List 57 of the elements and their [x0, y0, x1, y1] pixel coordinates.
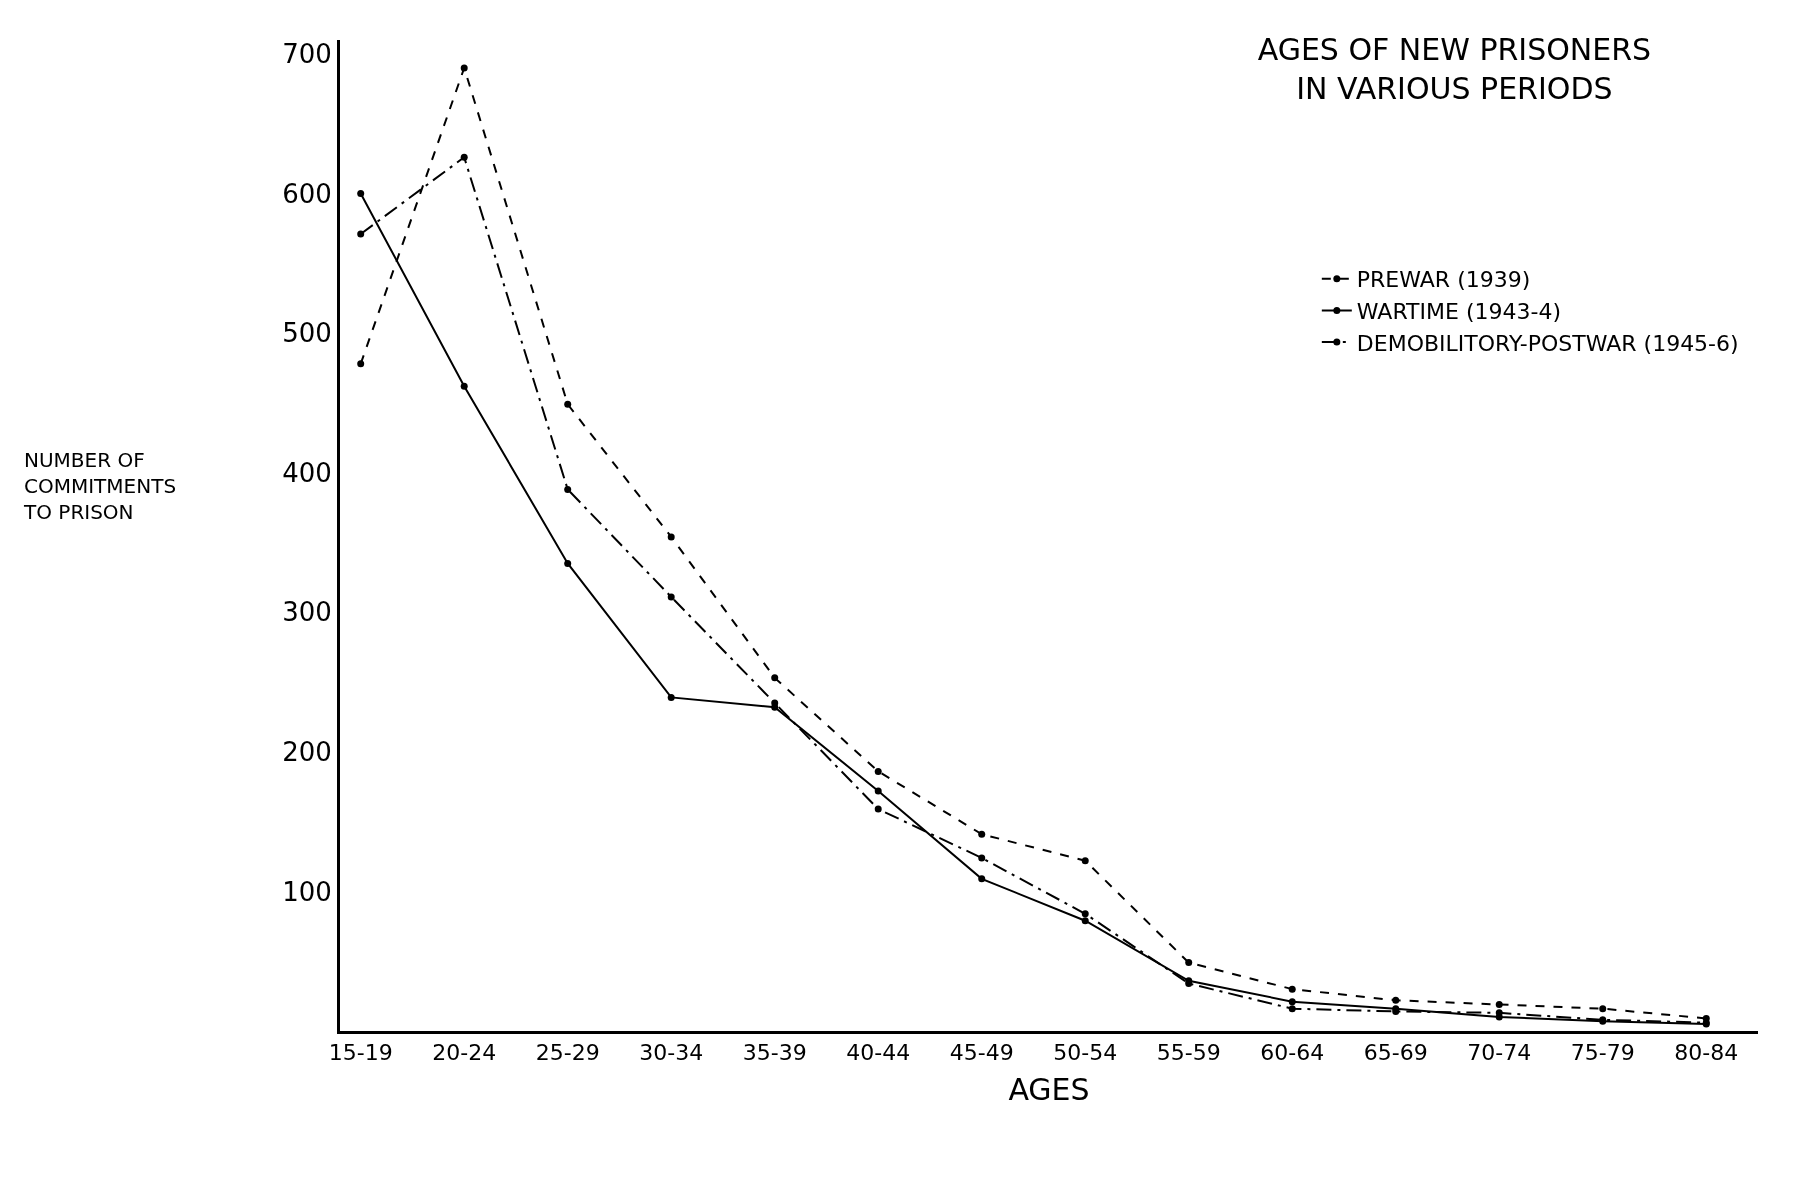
point [1288, 998, 1296, 1006]
point [564, 400, 572, 408]
x-tick-label: 40-44 [846, 1040, 911, 1066]
y-tick-label: 500 [282, 318, 332, 349]
y-tick-label: 100 [282, 876, 332, 907]
point [460, 382, 468, 390]
x-tick-label: 45-49 [949, 1040, 1014, 1066]
x-tick-label: 65-69 [1363, 1040, 1428, 1066]
point [667, 693, 675, 701]
point [1081, 857, 1089, 865]
point [357, 230, 365, 238]
point [1392, 996, 1400, 1004]
legend-label: DEMOBILITORY-POSTWAR (1945-6) [1356, 330, 1739, 356]
point [1185, 959, 1193, 967]
point [978, 854, 986, 862]
point [564, 559, 572, 567]
text: NUMBER OF COMMITMENTS TO PRISON [23, 448, 177, 524]
point [1081, 910, 1089, 918]
x-tick-label: 55-59 [1156, 1040, 1221, 1066]
point [357, 190, 365, 198]
y-tick-label: 200 [282, 736, 332, 767]
legend-label: WARTIME (1943-4) [1356, 299, 1562, 324]
x-tick-label: 20-24 [432, 1040, 497, 1066]
x-tick-label: 75-79 [1570, 1040, 1635, 1066]
x-axis-title: AGES [1008, 1071, 1090, 1107]
x-tick-label: 70-74 [1467, 1040, 1532, 1066]
point [357, 360, 365, 368]
x-tick-label: 15-19 [328, 1040, 393, 1066]
x-tick-label: 25-29 [535, 1040, 600, 1066]
point [460, 153, 468, 161]
chart-title: AGES OF NEW PRISONERS IN VARIOUS PERIODS [1257, 32, 1652, 107]
point [1495, 1000, 1503, 1008]
point [771, 674, 779, 682]
y-tick-label: 700 [282, 39, 332, 70]
y-tick-label: 300 [282, 597, 332, 628]
point [874, 805, 882, 813]
x-tick-label: 50-54 [1053, 1040, 1118, 1066]
point [771, 699, 779, 707]
point [1288, 1005, 1296, 1013]
point [1081, 917, 1089, 925]
point [874, 767, 882, 775]
legend-label: PREWAR (1939) [1356, 267, 1531, 293]
x-tick-label: 30-34 [639, 1040, 704, 1066]
point [978, 875, 986, 883]
x-tick-label: 60-64 [1260, 1040, 1325, 1066]
point [1288, 985, 1296, 993]
x-tick-label: 35-39 [742, 1040, 807, 1066]
y-tick-label: 400 [282, 457, 332, 488]
point [1599, 1005, 1607, 1013]
point [667, 533, 675, 541]
point [978, 830, 986, 838]
x-tick-label: 80-84 [1674, 1040, 1739, 1066]
point [564, 485, 572, 493]
point [874, 787, 882, 795]
point [667, 593, 675, 601]
y-tick-label: 600 [282, 178, 332, 209]
point [460, 64, 468, 72]
